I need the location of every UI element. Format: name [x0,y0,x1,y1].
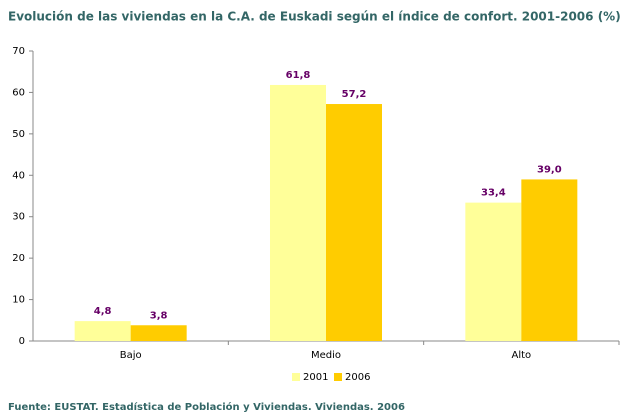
bar [74,321,131,341]
y-tick-label: 50 [12,129,25,140]
x-tick-label: Bajo [120,350,142,361]
bar [521,179,578,341]
legend-swatch [334,373,342,381]
y-tick-label: 0 [19,336,25,347]
y-tick-label: 60 [12,87,25,98]
y-tick-label: 20 [12,253,25,264]
x-tick-label: Alto [511,350,531,361]
chart-title: Evolución de las viviendas en la C.A. de… [8,10,621,24]
value-label: 4,8 [94,306,112,317]
value-label: 57,2 [342,89,367,100]
bar [130,325,187,341]
bar [465,202,522,341]
y-tick-label: 10 [12,295,25,306]
y-tick-label: 70 [12,46,25,57]
y-tick-label: 40 [12,170,25,181]
value-label: 3,8 [150,310,168,321]
source-note: Fuente: EUSTAT. Estadística de Población… [8,401,405,413]
x-tick-label: Medio [311,350,341,361]
legend-swatch [292,373,300,381]
legend-label: 2006 [345,372,370,383]
bar [326,104,382,342]
y-tick-label: 30 [12,212,25,223]
legend-label: 2001 [303,372,328,383]
value-label: 61,8 [286,70,311,81]
value-label: 33,4 [481,188,506,199]
bar [270,84,326,341]
value-label: 39,0 [537,164,562,175]
